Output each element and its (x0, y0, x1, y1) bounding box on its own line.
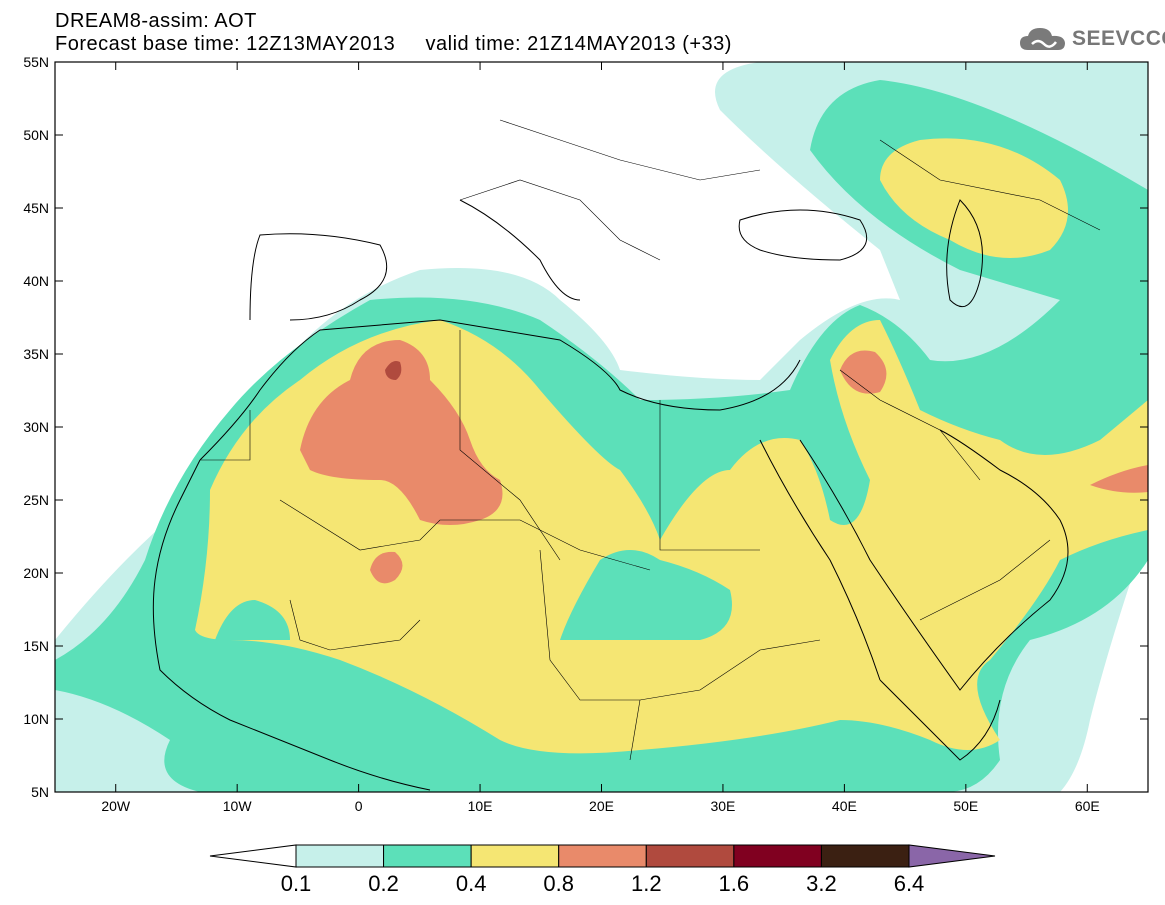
border (879, 139, 1101, 231)
colorbar-box (645, 844, 735, 868)
aot-band-0.2-inner (560, 550, 732, 640)
border (459, 330, 561, 561)
lat-tick-label: 50N (23, 127, 49, 143)
border (629, 699, 641, 761)
lon-tick-label: 20E (589, 798, 614, 814)
aot-band-0.2-inner2 (215, 600, 290, 640)
longitude-axis: 20W 10W 0 10E 20E 30E 40E 50E 60E (101, 62, 1100, 814)
colorbar-arrow-high (908, 844, 996, 868)
colorbar: 0.1 0.2 0.4 0.8 1.2 1.6 3.2 6.4 (209, 844, 996, 896)
west-africa-coast (152, 459, 431, 791)
lat-tick-label: 5N (31, 784, 49, 800)
colorbar-box (295, 844, 385, 868)
border (499, 119, 761, 181)
colorbar-label: 1.2 (631, 871, 662, 896)
north-africa-coast (199, 319, 801, 461)
aot-band-1.2 (385, 361, 402, 380)
lon-tick-label: 20W (101, 798, 131, 814)
latitude-axis: 55N 50N 45N 40N 35N 30N 25N 20N 15N 10N 5N (23, 54, 1148, 800)
lat-tick-label: 10N (23, 711, 49, 727)
colorbar-label: 0.8 (543, 871, 574, 896)
border (279, 499, 651, 571)
colorbar-label: 1.6 (719, 871, 750, 896)
colorbar-label: 0.4 (456, 871, 487, 896)
coastlines (152, 199, 1069, 791)
aot-band-0.8 (300, 340, 503, 525)
iberia-coast (249, 233, 388, 321)
border (200, 410, 251, 461)
colorbar-box (733, 844, 822, 868)
border (839, 369, 981, 481)
lat-tick-label: 35N (23, 346, 49, 362)
red-sea-coast (759, 439, 881, 681)
colorbar-box (383, 844, 472, 868)
lat-tick-label: 55N (23, 54, 49, 70)
lat-tick-label: 30N (23, 419, 49, 435)
lat-tick-label: 25N (23, 492, 49, 508)
italy-coast (459, 199, 581, 301)
lat-tick-label: 15N (23, 638, 49, 654)
colorbar-box (558, 844, 647, 868)
country-borders (200, 119, 1101, 761)
map-subtitle: Forecast base time: 12Z13MAY2013 valid t… (55, 33, 732, 55)
lon-tick-label: 50E (953, 798, 978, 814)
lon-tick-label: 10E (468, 798, 493, 814)
colorbar-arrow-low (209, 844, 297, 868)
colorbar-label: 0.2 (368, 871, 399, 896)
map-title: DREAM8-assim: AOT (55, 10, 257, 32)
seevccc-logo: SEEVCCC (1018, 24, 1165, 54)
border (919, 539, 1051, 621)
aot-band-0.8-b (370, 551, 403, 584)
lon-tick-label: 30E (710, 798, 735, 814)
lon-tick-label: 40E (832, 798, 857, 814)
colorbar-label: 3.2 (806, 871, 837, 896)
lat-tick-label: 45N (23, 200, 49, 216)
colorbar-label: 0.1 (281, 871, 312, 896)
aot-band-0.8-c (840, 350, 887, 394)
lat-tick-label: 40N (23, 273, 49, 289)
black-sea-coast (738, 209, 868, 261)
lon-tick-label: 0 (355, 798, 363, 814)
horn-of-africa-coast (879, 679, 1001, 761)
cloud-icon (1020, 28, 1065, 50)
arabia-coast (799, 429, 1069, 691)
aot-band-0.8-d (1090, 465, 1148, 493)
lon-tick-label: 60E (1075, 798, 1100, 814)
colorbar-label: 6.4 (894, 871, 925, 896)
lon-tick-label: 10W (223, 798, 253, 814)
colorbar-box (820, 844, 910, 868)
logo-text: SEEVCCC (1072, 27, 1165, 50)
aot-band-0.4-ne (880, 138, 1068, 258)
border (659, 400, 760, 551)
aot-contours (55, 62, 1148, 792)
border (289, 599, 421, 651)
border (459, 179, 661, 261)
lat-tick-label: 20N (23, 565, 49, 581)
colorbar-box (470, 844, 560, 868)
caspian-coast (946, 199, 983, 308)
